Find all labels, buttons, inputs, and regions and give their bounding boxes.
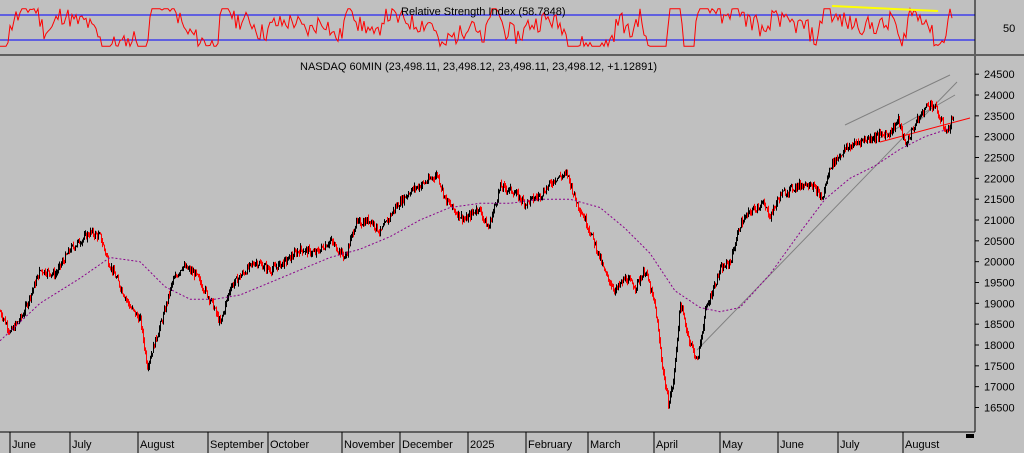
x-tick-label: June — [12, 439, 36, 451]
rsi-tick-label: 50 — [1003, 23, 1015, 35]
y-tick-label: 20500 — [984, 236, 1015, 248]
x-tick-label: June — [780, 439, 804, 451]
y-tick-label: 23500 — [984, 111, 1015, 123]
y-tick-label: 19000 — [984, 298, 1015, 310]
y-tick-label: 19500 — [984, 278, 1015, 290]
x-tick-label: December — [402, 439, 453, 451]
x-tick-label: October — [270, 439, 309, 451]
y-tick-label: 17000 — [984, 382, 1015, 394]
x-axis-labels: June July August September October November De… — [9, 432, 939, 453]
x-tick-label: November — [344, 439, 395, 451]
y-tick-label: 22500 — [984, 153, 1015, 165]
price-y-ticks: 16500 17000 17500 18000 18500 19000 19500 20000… — [975, 69, 1015, 415]
y-tick-label: 18000 — [984, 340, 1015, 352]
channel-upper-line — [844, 74, 951, 126]
x-tick-label: 2025 — [470, 439, 494, 451]
y-tick-label: 21000 — [984, 215, 1015, 227]
price-panel: NASDAQ 60MIN (23,498.11, 23,498.12, 23,4… — [0, 61, 971, 409]
x-tick-label: May — [722, 439, 743, 451]
price-title: NASDAQ 60MIN (23,498.11, 23,498.12, 23,4… — [300, 61, 657, 73]
y-tick-label: 23000 — [984, 132, 1015, 144]
y-tick-label: 24000 — [984, 90, 1015, 102]
x-tick-label: March — [590, 439, 621, 451]
y-tick-label: 18500 — [984, 319, 1015, 331]
x-tick-label: July — [72, 439, 92, 451]
rsi-panel: Relative Strength Index (58.7848) 50 — [0, 0, 1015, 54]
rsi-title: Relative Strength Index (58.7848) — [401, 6, 566, 18]
y-tick-label: 20000 — [984, 257, 1015, 269]
y-tick-label: 21500 — [984, 194, 1015, 206]
y-tick-label: 22000 — [984, 173, 1015, 185]
rsi-divergence-line — [831, 5, 939, 12]
scroll-marker[interactable] — [966, 434, 974, 438]
y-tick-label: 16500 — [984, 403, 1015, 415]
y-tick-label: 24500 — [984, 69, 1015, 81]
x-tick-label: August — [140, 439, 174, 451]
rsi-line — [0, 6, 953, 48]
x-tick-label: August — [905, 439, 939, 451]
moving-average-line — [0, 127, 951, 342]
price-bars — [0, 99, 954, 409]
support-trendline — [879, 117, 971, 143]
x-tick-label: September — [210, 439, 264, 451]
y-tick-label: 17500 — [984, 361, 1015, 373]
x-tick-label: July — [840, 439, 860, 451]
x-tick-label: February — [528, 439, 573, 451]
x-tick-label: April — [656, 439, 678, 451]
